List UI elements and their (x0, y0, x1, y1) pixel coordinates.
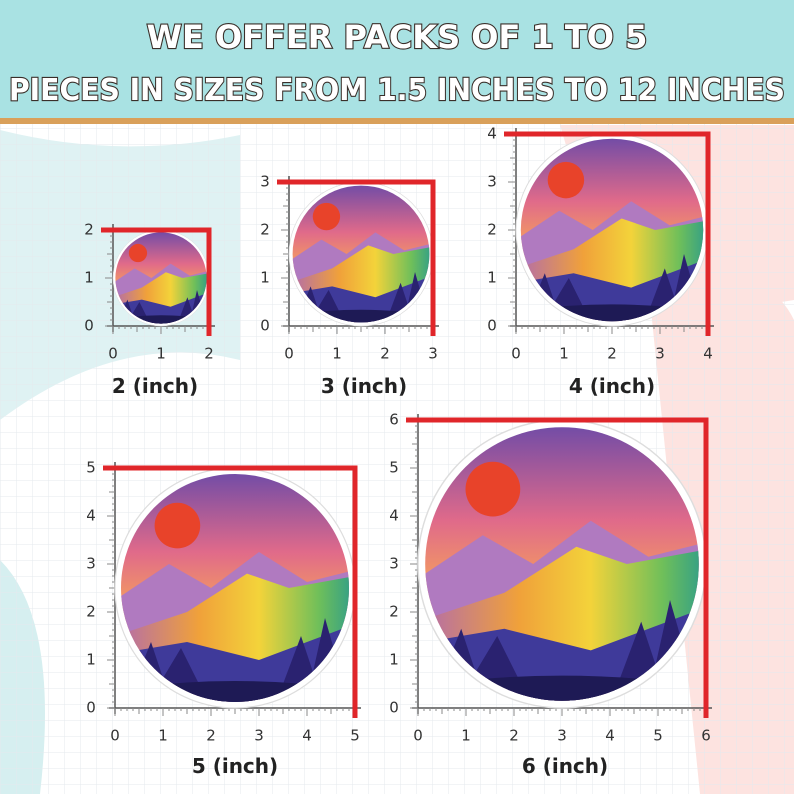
y-tick-label: 2 (260, 221, 270, 239)
y-tick-label: 3 (86, 555, 96, 573)
y-tick-label: 1 (84, 269, 94, 287)
y-tick-label: 3 (260, 173, 270, 191)
x-tick-label: 2 (380, 345, 390, 363)
y-tick-label: 0 (389, 699, 399, 717)
x-tick-label: 0 (284, 345, 294, 363)
x-tick-label: 0 (511, 345, 521, 363)
x-tick-label: 2 (206, 727, 216, 745)
size-panel: 00 1 1 2 2 2 (inch) (84, 221, 215, 398)
header-band (0, 0, 794, 118)
x-tick-label: 4 (703, 345, 713, 363)
y-tick-label: 1 (389, 651, 399, 669)
size-panel: 00 1 1 2 2 3 3 4 4 5 5 5 (inch) (86, 459, 361, 778)
size-marker (504, 131, 711, 336)
x-tick-label: 0 (108, 345, 118, 363)
x-tick-label: 0 (110, 727, 120, 745)
y-tick-label: 1 (260, 269, 270, 287)
x-tick-label: 5 (350, 727, 360, 745)
x-tick-label: 3 (428, 345, 438, 363)
x-tick-label: 5 (653, 727, 663, 745)
sticker (113, 230, 209, 326)
x-tick-label: 2 (607, 345, 617, 363)
x-tick-label: 3 (557, 727, 567, 745)
x-tick-label: 1 (559, 345, 569, 363)
y-tick-label: 5 (86, 459, 96, 477)
y-tick-label: 4 (86, 507, 96, 525)
header-line: PIECES IN SIZES FROM 1.5 INCHES TO 12 IN… (9, 73, 785, 108)
size-marker (101, 227, 212, 336)
size-label: 3 (inch) (321, 374, 407, 398)
y-tick-label: 5 (389, 459, 399, 477)
x-tick-label: 2 (204, 345, 214, 363)
y-tick-label: 6 (389, 411, 399, 429)
size-panel: 00 1 1 2 2 3 3 3 (inch) (260, 173, 439, 398)
y-tick-label: 2 (487, 221, 497, 239)
size-marker (103, 465, 358, 718)
x-tick-label: 0 (413, 727, 423, 745)
y-tick-label: 0 (487, 317, 497, 335)
y-tick-label: 2 (84, 221, 94, 239)
y-tick-label: 4 (389, 507, 399, 525)
size-marker (406, 417, 709, 718)
size-label: 4 (inch) (569, 374, 655, 398)
x-tick-label: 2 (509, 727, 519, 745)
x-tick-label: 1 (461, 727, 471, 745)
y-tick-label: 1 (487, 269, 497, 287)
y-tick-label: 2 (86, 603, 96, 621)
x-tick-label: 6 (701, 727, 711, 745)
y-tick-label: 0 (84, 317, 94, 335)
y-tick-label: 3 (389, 555, 399, 573)
sticker (516, 134, 708, 326)
x-tick-label: 1 (332, 345, 342, 363)
size-label: 5 (inch) (192, 754, 278, 778)
header-line: WE OFFER PACKS OF 1 TO 5 (147, 18, 648, 56)
sticker (289, 182, 433, 326)
size-panel: 00 1 1 2 2 3 3 4 4 5 5 6 6 6 (inch) (389, 411, 712, 778)
x-tick-label: 4 (302, 727, 312, 745)
size-marker (277, 179, 436, 336)
x-tick-label: 1 (156, 345, 166, 363)
y-tick-label: 2 (389, 603, 399, 621)
y-tick-label: 0 (260, 317, 270, 335)
size-label: 2 (inch) (112, 374, 198, 398)
y-tick-label: 3 (487, 173, 497, 191)
y-tick-label: 4 (487, 125, 497, 143)
header-strip (0, 118, 794, 124)
size-panel: 00 1 1 2 2 3 3 4 4 4 (inch) (487, 125, 714, 398)
y-tick-label: 1 (86, 651, 96, 669)
x-tick-label: 1 (158, 727, 168, 745)
y-tick-label: 0 (86, 699, 96, 717)
sticker (418, 420, 706, 708)
size-label: 6 (inch) (522, 754, 608, 778)
sticker (115, 468, 355, 708)
x-tick-label: 3 (254, 727, 264, 745)
x-tick-label: 4 (605, 727, 615, 745)
x-tick-label: 3 (655, 345, 665, 363)
